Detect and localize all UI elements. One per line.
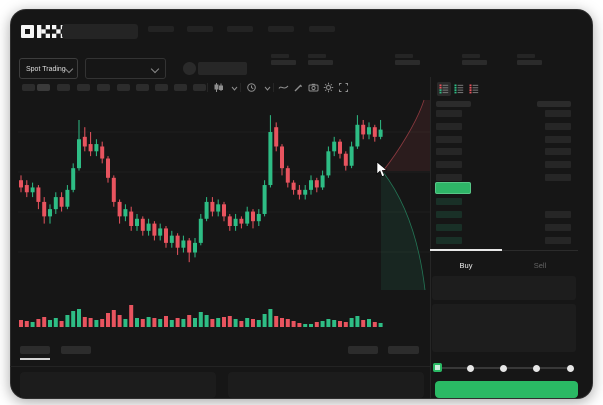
book-combined-icon [439, 84, 449, 94]
price-input[interactable] [432, 276, 576, 300]
bid-price-bar[interactable] [436, 198, 462, 205]
panel-divider [430, 77, 431, 398]
ticker-stat-label [308, 54, 326, 58]
timeframe-button[interactable] [22, 84, 35, 91]
history-panel-placeholder[interactable] [228, 372, 424, 398]
ask-size-bar[interactable] [545, 110, 571, 117]
buy-tab-label: Buy [459, 261, 473, 270]
bottom-toolbar-pill[interactable] [388, 346, 419, 354]
ticker-stat-value [517, 60, 542, 65]
section-divider [10, 366, 430, 367]
chevron-down-icon[interactable] [262, 83, 273, 94]
orderbook-header-price [436, 101, 471, 107]
ask-size-bar[interactable] [545, 161, 571, 169]
chevron-down-icon[interactable] [229, 83, 240, 94]
bottom-toolbar-pill[interactable] [348, 346, 378, 354]
settings-icon[interactable] [323, 82, 334, 93]
timeframe-button[interactable] [97, 84, 110, 91]
bid-size-bar[interactable] [545, 211, 571, 218]
last-price-badge[interactable] [435, 182, 471, 194]
ask-price-bar[interactable] [436, 135, 462, 143]
ask-price-bar[interactable] [436, 122, 462, 130]
ask-size-bar[interactable] [545, 148, 571, 156]
slider-stop[interactable] [500, 364, 507, 372]
orderbook-header-amount [537, 101, 571, 107]
ask-size-bar[interactable] [545, 174, 571, 181]
timeframe-button[interactable] [77, 84, 90, 91]
nav-item-placeholder[interactable] [268, 26, 294, 32]
buy-tab-indicator [430, 249, 502, 251]
buy-submit-button[interactable] [435, 381, 578, 398]
market-type-label: Spot Trading [26, 66, 66, 73]
orderbook-mode-book-asks[interactable] [467, 82, 481, 96]
slider-handle[interactable] [432, 363, 442, 372]
bottom-tab[interactable] [20, 346, 50, 354]
slider-stop[interactable] [566, 364, 574, 372]
pair-selector-dropdown[interactable] [85, 58, 166, 79]
nav-item-placeholder[interactable] [309, 26, 335, 32]
ticker-stat-value [308, 60, 333, 65]
amount-input[interactable] [432, 304, 576, 352]
chart-type-icon[interactable] [246, 82, 257, 93]
ask-price-bar[interactable] [436, 174, 462, 181]
toolbar-divider [273, 83, 274, 92]
bid-price-bar[interactable] [436, 237, 462, 244]
timeframe-button[interactable] [174, 84, 187, 91]
ticker-stat-label [271, 54, 289, 58]
active-tab-underline [20, 358, 50, 360]
market-type-dropdown[interactable]: Spot Trading [19, 58, 78, 79]
ticker-stat-label [395, 54, 413, 58]
timeframe-button[interactable] [117, 84, 130, 91]
sell-tab-label: Sell [533, 261, 547, 270]
tabbar-border [430, 250, 578, 251]
bid-size-bar[interactable] [545, 237, 571, 244]
orderbook-mode-book-combined[interactable] [437, 82, 451, 96]
book-bids-icon [454, 84, 464, 94]
ticker-stat-label [517, 54, 535, 58]
book-asks-icon [469, 84, 479, 94]
nav-item-placeholder[interactable] [227, 26, 253, 32]
timeframe-button[interactable] [57, 84, 70, 91]
ask-price-bar[interactable] [436, 148, 462, 156]
coin-avatar [183, 62, 196, 75]
slider-stop[interactable] [533, 364, 541, 372]
bid-price-bar[interactable] [436, 224, 462, 231]
tab-buy[interactable]: Buy [430, 255, 502, 273]
timeframe-button[interactable] [155, 84, 168, 91]
ask-size-bar[interactable] [545, 122, 571, 130]
camera-icon[interactable] [308, 82, 319, 93]
fullscreen-icon[interactable] [338, 82, 349, 93]
slider-stop[interactable] [466, 364, 474, 372]
toolbar-divider [240, 83, 241, 92]
candles-icon[interactable] [213, 82, 224, 93]
nav-item-placeholder[interactable] [148, 26, 174, 32]
chevron-down-icon [64, 64, 74, 74]
orders-panel-placeholder[interactable] [20, 372, 216, 398]
ticker-stat-value [271, 60, 296, 65]
orderbook-mode-book-bids[interactable] [452, 82, 466, 96]
ask-price-bar[interactable] [436, 161, 462, 169]
pair-name-placeholder [198, 62, 247, 75]
nav-item-placeholder[interactable] [187, 26, 213, 32]
draw-icon[interactable] [293, 82, 304, 93]
bid-price-bar[interactable] [436, 211, 462, 218]
tab-sell[interactable]: Sell [504, 255, 576, 273]
ticker-stat-value [462, 60, 487, 65]
ask-price-bar[interactable] [436, 110, 462, 117]
toolbar-divider [207, 83, 208, 92]
ticker-stat-label [462, 54, 480, 58]
timeframe-button[interactable] [37, 84, 50, 91]
bottom-tab[interactable] [61, 346, 91, 354]
timeframe-button[interactable] [136, 84, 149, 91]
ask-size-bar[interactable] [545, 135, 571, 143]
search-input[interactable] [62, 24, 138, 39]
timeframe-button[interactable] [193, 84, 206, 91]
ticker-stat-value [395, 60, 420, 65]
chevron-down-icon [150, 64, 160, 74]
okx-logo[interactable] [21, 24, 65, 39]
bid-size-bar[interactable] [545, 224, 571, 231]
indicator-icon[interactable] [278, 82, 289, 93]
